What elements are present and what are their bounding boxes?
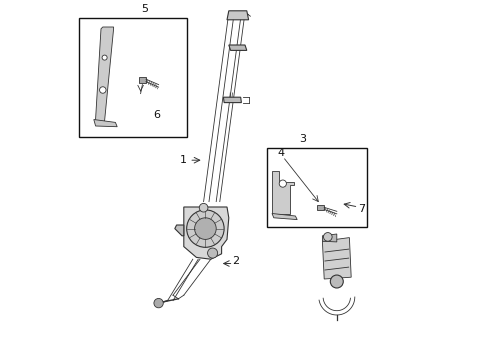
Polygon shape (94, 120, 117, 127)
Circle shape (195, 218, 216, 239)
Circle shape (154, 298, 163, 308)
Bar (79, 18, 187, 137)
Text: 1: 1 (180, 155, 187, 165)
Polygon shape (322, 234, 337, 242)
Bar (267, 148, 368, 227)
Circle shape (323, 233, 332, 241)
Circle shape (208, 248, 218, 258)
Text: 5: 5 (141, 4, 147, 14)
Polygon shape (175, 225, 184, 236)
Bar (317, 205, 324, 210)
Circle shape (187, 210, 224, 247)
Polygon shape (184, 207, 229, 259)
Polygon shape (229, 45, 247, 50)
Bar (139, 77, 146, 83)
Circle shape (102, 55, 107, 60)
Circle shape (330, 275, 343, 288)
Circle shape (99, 87, 106, 93)
Polygon shape (223, 97, 242, 103)
Text: 2: 2 (232, 256, 240, 266)
Polygon shape (96, 27, 114, 122)
Text: 3: 3 (299, 134, 306, 144)
Polygon shape (272, 213, 297, 220)
Text: 7: 7 (359, 204, 366, 214)
Text: 4: 4 (277, 148, 285, 158)
Circle shape (279, 180, 286, 187)
Polygon shape (272, 171, 294, 214)
Circle shape (199, 203, 208, 212)
Text: 6: 6 (153, 110, 160, 120)
Polygon shape (227, 11, 248, 20)
Polygon shape (322, 238, 351, 279)
